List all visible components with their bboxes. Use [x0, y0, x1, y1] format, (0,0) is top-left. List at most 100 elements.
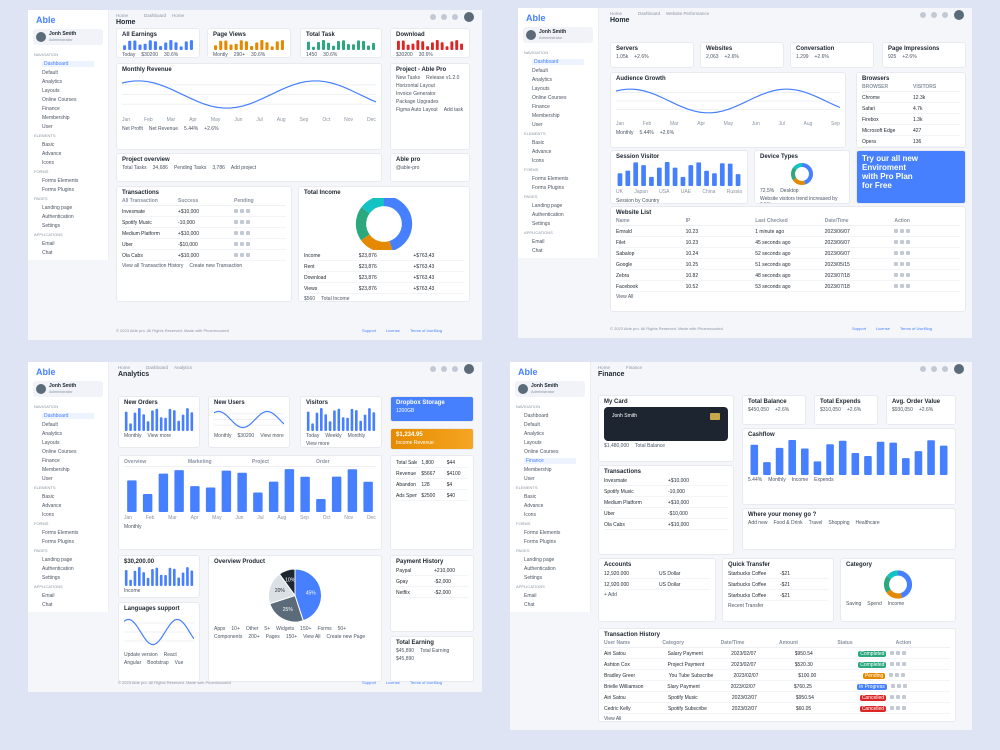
footer-link[interactable]: Support	[362, 680, 377, 685]
nav-item[interactable]: Default	[524, 422, 540, 428]
nav-item[interactable]: Forms Elements	[532, 176, 569, 182]
nav-item[interactable]: Layouts	[532, 86, 550, 92]
nav-item[interactable]: Authentication	[42, 214, 74, 220]
nav-item[interactable]: Online Courses	[532, 95, 567, 101]
nav-item[interactable]: Chat	[524, 602, 535, 608]
donut-shape	[790, 162, 814, 186]
row-cell: Spotify Music	[667, 695, 698, 701]
nav-item[interactable]: Email	[524, 593, 537, 599]
nav-item[interactable]: Basic	[42, 142, 55, 148]
nav-item[interactable]: Online Courses	[524, 449, 559, 455]
nav-item[interactable]: Landing page	[42, 557, 73, 563]
nav-item[interactable]: Forms Plugins	[42, 539, 74, 545]
footer-link[interactable]: Blog	[924, 326, 933, 331]
nav-item[interactable]: Forms Elements	[42, 178, 79, 184]
nav-item[interactable]: Dashboard	[524, 413, 549, 419]
nav-item[interactable]: Authentication	[524, 566, 556, 572]
nav-item[interactable]: Online Courses	[42, 449, 77, 455]
line-shape	[616, 88, 840, 114]
nav-item[interactable]: Advance	[42, 503, 62, 509]
nav-item[interactable]: Email	[42, 241, 55, 247]
footer-link[interactable]: Support	[852, 326, 867, 331]
nav-item[interactable]: Membership	[524, 467, 552, 473]
nav-item[interactable]: Layouts	[42, 88, 60, 94]
nav-item[interactable]: Landing page	[532, 203, 563, 209]
action-icon	[902, 684, 907, 688]
nav-item[interactable]: Layouts	[524, 440, 542, 446]
nav-item[interactable]: Analytics	[524, 431, 545, 437]
nav-item[interactable]: Dashboard	[42, 413, 94, 419]
footer-link[interactable]: License	[386, 328, 400, 333]
nav-item[interactable]: Default	[42, 70, 58, 76]
nav-item[interactable]: Layouts	[42, 440, 60, 446]
nav-item[interactable]: User	[42, 476, 53, 482]
footer-link[interactable]: Terms of Use	[410, 680, 434, 685]
bar-shape	[337, 408, 341, 431]
row-cell: +$10,000	[668, 522, 689, 528]
nav-item[interactable]: Online Courses	[42, 97, 77, 103]
footer-link[interactable]: Blog	[434, 680, 443, 685]
nav-item[interactable]: Basic	[524, 494, 537, 500]
nav-item[interactable]: User	[42, 124, 53, 130]
footer-link[interactable]: Support	[362, 328, 377, 333]
nav-item[interactable]: Forms Plugins	[524, 539, 556, 545]
row-cell: Starbucks Coffee	[728, 593, 767, 599]
nav-item[interactable]: Advance	[42, 151, 62, 157]
nav-item[interactable]: Analytics	[532, 77, 553, 83]
footer-copyright: © 2023 Able pro. All Rights Reserved. Ma…	[116, 328, 229, 333]
nav-item[interactable]: Authentication	[532, 212, 564, 218]
nav-item[interactable]: Membership	[42, 115, 70, 121]
card-text: Monthly	[124, 524, 142, 530]
nav-item[interactable]: Email	[532, 239, 545, 245]
footer-link[interactable]: Terms of Use	[410, 328, 434, 333]
nav-item[interactable]: Dashboard	[532, 59, 584, 65]
nav-item[interactable]: Advance	[532, 149, 552, 155]
list-row: Ads Spent $2500 $40	[396, 492, 468, 501]
footer-link[interactable]: License	[876, 326, 890, 331]
nav-item[interactable]: Finance	[42, 458, 60, 464]
nav-item[interactable]: Advance	[524, 503, 544, 509]
nav-item[interactable]: Analytics	[42, 431, 63, 437]
nav-item[interactable]: Settings	[532, 221, 551, 227]
nav-item[interactable]: Email	[42, 593, 55, 599]
nav-item[interactable]: Icons	[42, 160, 54, 166]
nav-item[interactable]: Membership	[532, 113, 560, 119]
nav-item[interactable]: Basic	[532, 140, 545, 146]
nav-item[interactable]: Settings	[42, 223, 61, 229]
nav-item[interactable]: Settings	[524, 575, 543, 581]
nav-item[interactable]: Analytics	[42, 79, 63, 85]
nav-item[interactable]: Dashboard	[42, 61, 94, 67]
bar-shape	[750, 444, 759, 475]
nav-item[interactable]: Landing page	[524, 557, 555, 563]
nav-item[interactable]: Authentication	[42, 566, 74, 572]
nav-item[interactable]: User	[524, 476, 535, 482]
nav-item[interactable]: Chat	[42, 250, 53, 256]
footer-link[interactable]: License	[386, 680, 400, 685]
nav-item[interactable]: Finance	[532, 104, 550, 110]
nav-item[interactable]: Settings	[42, 575, 61, 581]
nav-item[interactable]: Forms Plugins	[42, 187, 74, 193]
footer-link[interactable]: Blog	[434, 328, 443, 333]
nav-item[interactable]: Forms Plugins	[532, 185, 564, 191]
nav-item[interactable]: Forms Elements	[42, 530, 79, 536]
nav-item[interactable]: Chat	[42, 602, 53, 608]
card-text: Monthly	[768, 477, 786, 483]
nav-item[interactable]: Forms Elements	[524, 530, 561, 536]
nav-item[interactable]: Finance	[42, 106, 60, 112]
nav-item[interactable]: Icons	[532, 158, 544, 164]
nav-item[interactable]: Finance	[524, 458, 576, 464]
nav-item[interactable]: Basic	[42, 494, 55, 500]
text-group: Add new Food & Drink Travel Shopping Healthc…	[748, 520, 950, 526]
nav-item[interactable]: Membership	[42, 467, 70, 473]
nav-item[interactable]: Default	[532, 68, 548, 74]
nav-item[interactable]: Default	[42, 422, 58, 428]
nav-item[interactable]: Icons	[42, 512, 54, 518]
nav-heading: PAGES	[516, 548, 530, 553]
nav-item[interactable]: User	[532, 122, 543, 128]
nav-item[interactable]: Chat	[532, 248, 543, 254]
nav-item[interactable]: Icons	[524, 512, 536, 518]
nav-item[interactable]: Landing page	[42, 205, 73, 211]
action-icons	[894, 273, 960, 279]
footer-link[interactable]: Terms of Use	[900, 326, 924, 331]
bar-shape	[355, 410, 358, 431]
